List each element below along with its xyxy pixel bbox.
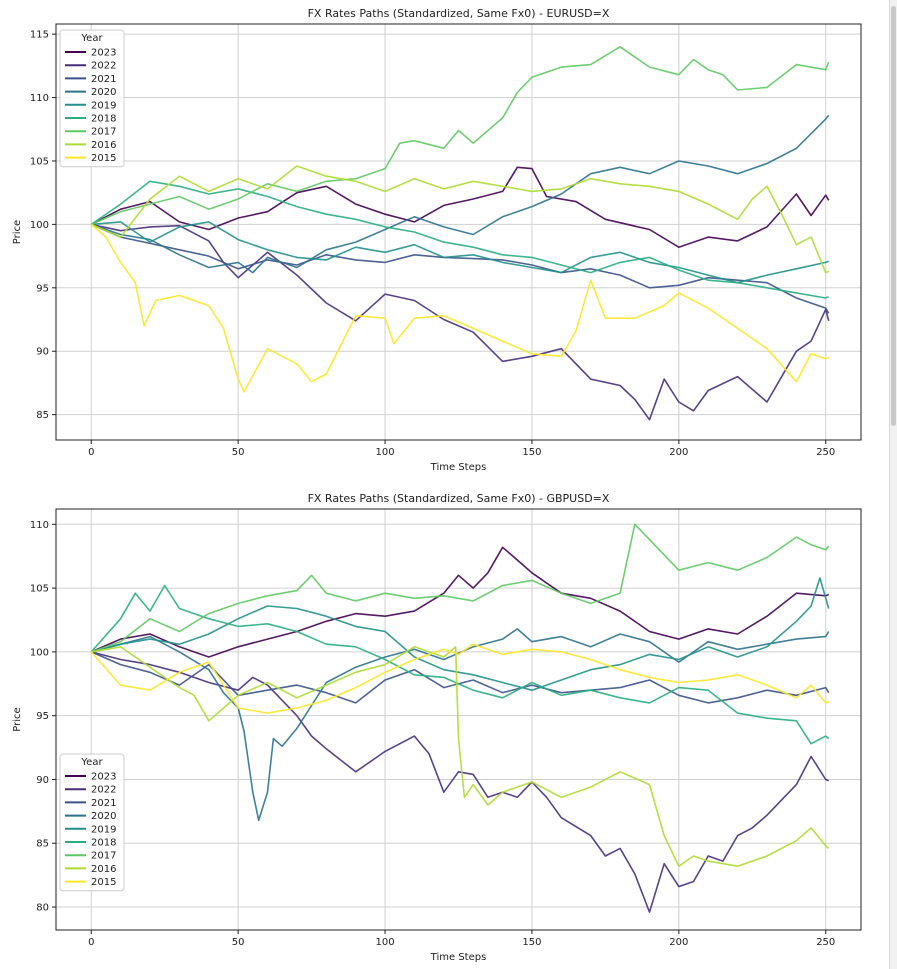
legend-label-2019: 2019 <box>91 824 116 835</box>
x-tick-label: 100 <box>376 447 395 458</box>
legend-label-2017: 2017 <box>91 851 116 862</box>
y-tick-label: 105 <box>30 584 49 595</box>
legend-label-2016: 2016 <box>91 864 116 875</box>
legend-label-2021: 2021 <box>91 74 116 85</box>
y-tick-label: 95 <box>36 711 49 722</box>
y-tick-label: 80 <box>36 903 49 914</box>
y-axis-label: Price <box>12 707 23 731</box>
y-tick-label: 90 <box>36 775 49 786</box>
legend-label-2017: 2017 <box>91 127 116 138</box>
x-tick-label: 200 <box>669 447 688 458</box>
legend-label-2023: 2023 <box>91 48 116 59</box>
x-tick-label: 250 <box>816 937 835 948</box>
x-tick-label: 0 <box>88 937 94 948</box>
x-tick-label: 150 <box>522 937 541 948</box>
vertical-scrollbar[interactable] <box>889 0 897 969</box>
legend-label-2015: 2015 <box>91 153 116 164</box>
legend-label-2020: 2020 <box>91 811 116 822</box>
series-line-2017 <box>91 523 830 653</box>
x-tick-label: 100 <box>376 937 395 948</box>
y-tick-label: 110 <box>30 93 49 104</box>
series-line-2019 <box>91 577 830 691</box>
y-tick-label: 115 <box>30 30 49 41</box>
y-tick-label: 85 <box>36 410 49 421</box>
legend-label-2019: 2019 <box>91 100 116 111</box>
y-tick-label: 105 <box>30 156 49 167</box>
legend-label-2021: 2021 <box>91 798 116 809</box>
x-axis-label: Time Steps <box>430 462 487 473</box>
y-tick-label: 110 <box>30 520 49 531</box>
series-line-2019 <box>91 221 829 284</box>
series-line-2016 <box>90 165 830 274</box>
series-line-2022 <box>91 651 829 913</box>
series-line-2018 <box>90 180 830 299</box>
x-tick-label: 250 <box>816 447 835 458</box>
series-line-2018 <box>90 584 830 745</box>
x-axis-label: Time Steps <box>430 952 487 963</box>
x-tick-label: 200 <box>669 937 688 948</box>
chart-title: FX Rates Paths (Standardized, Same Fx0) … <box>308 492 610 505</box>
x-tick-label: 150 <box>522 447 541 458</box>
legend-title: Year <box>80 757 103 768</box>
chart-1: 0 50 100 150 200 250 85 90 95 100 105 110 115 FX Rate… <box>12 7 862 473</box>
legend-label-2022: 2022 <box>91 785 116 796</box>
series-line-2016 <box>91 646 830 867</box>
x-tick-label: 50 <box>232 447 245 458</box>
x-tick-label: 50 <box>232 937 245 948</box>
y-tick-label: 95 <box>36 283 49 294</box>
legend-label-2018: 2018 <box>91 114 116 125</box>
series-line-2015 <box>90 223 829 393</box>
legend-title: Year <box>80 33 103 44</box>
legend-label-2018: 2018 <box>91 838 116 849</box>
legend-label-2023: 2023 <box>91 772 116 783</box>
legend: Year 2023 2022 2021 2020 2019 2018 2017 2016 2015 <box>59 753 125 892</box>
series-line-2017 <box>90 46 830 226</box>
plot-frame <box>55 508 862 931</box>
series-group <box>90 523 830 913</box>
legend-label-2022: 2022 <box>91 61 116 72</box>
y-tick-label: 85 <box>36 839 49 850</box>
series-line-2023 <box>90 166 830 248</box>
legend-label-2015: 2015 <box>91 877 116 888</box>
chart-title: FX Rates Paths (Standardized, Same Fx0) … <box>308 7 610 20</box>
y-tick-label: 100 <box>30 220 49 231</box>
series-group <box>90 46 830 421</box>
chart-2: 0 50 100 150 200 250 80 85 90 95 100 105 110 FX Rates… <box>12 492 862 963</box>
series-line-2020 <box>91 114 830 274</box>
y-tick-label: 90 <box>36 347 49 358</box>
series-line-2021 <box>90 651 830 704</box>
y-axis-label: Price <box>12 220 23 244</box>
series-line-2023 <box>90 546 830 658</box>
y-tick-label: 100 <box>30 647 49 658</box>
legend-label-2016: 2016 <box>91 140 116 151</box>
plot-frame <box>55 23 862 441</box>
x-tick-label: 0 <box>88 447 94 458</box>
series-line-2015 <box>90 643 830 714</box>
legend-label-2020: 2020 <box>91 87 116 98</box>
scrollbar-thumb[interactable] <box>891 6 896 426</box>
series-line-2020 <box>91 628 830 822</box>
legend: Year 2023 2022 2021 2020 2019 2018 2017 2016 2015 <box>59 29 125 168</box>
